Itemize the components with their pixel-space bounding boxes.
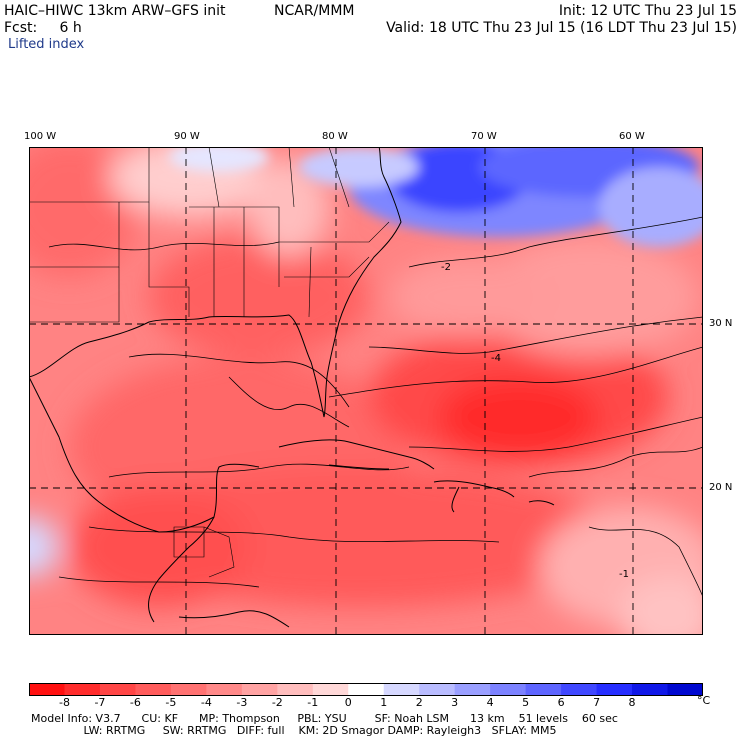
- colorbar-swatch: [454, 683, 491, 696]
- init-time: Init: 12 UTC Thu 23 Jul 15: [558, 3, 737, 19]
- state-borders: [29, 147, 390, 578]
- colorbar-swatch: [135, 683, 172, 696]
- colorbar-tick-label: 4: [486, 696, 494, 709]
- colorbar-unit: °C: [697, 694, 711, 707]
- model-title: HAIC–HIWC 13km ARW–GFS init: [4, 3, 226, 19]
- colorbar-swatch: [64, 683, 101, 696]
- colorbar-swatch: [29, 683, 65, 696]
- colorbar-swatch: [241, 683, 278, 696]
- lat-label-30n: 30 N: [709, 318, 733, 329]
- lat-label-20n: 20 N: [709, 482, 733, 493]
- colorbar-swatch: [312, 683, 349, 696]
- colorbar-swatch: [596, 683, 633, 696]
- colorbar-swatch: [632, 683, 669, 696]
- lifted-index-map: -2 -4 -1: [29, 147, 703, 635]
- colorbar-swatch: [170, 683, 207, 696]
- colorbar-swatch: [99, 683, 136, 696]
- colorbar-tick-label: -3: [236, 696, 248, 709]
- colorbar-tick-label: -1: [307, 696, 319, 709]
- colorbar-tick-label: 1: [380, 696, 388, 709]
- colorbar-tick-label: 8: [628, 696, 636, 709]
- colorbar-swatch: [348, 683, 385, 696]
- field-shading: [29, 147, 703, 635]
- contour-label-minus1: -1: [619, 569, 629, 580]
- colorbar-tick-label: 7: [593, 696, 601, 709]
- lon-label-70w: 70 W: [471, 131, 497, 142]
- map-canvas: -2 -4 -1: [29, 147, 703, 635]
- lon-label-100w: 100 W: [24, 131, 57, 142]
- contour-label-minus2: -2: [441, 262, 451, 273]
- colorbar-swatch: [490, 683, 527, 696]
- colorbar-tick-label: 0: [344, 696, 352, 709]
- contour-value-labels: -2 -4 -1: [441, 262, 629, 580]
- lat-lon-grid: [29, 147, 703, 635]
- colorbar-tick-label: -5: [165, 696, 177, 709]
- colorbar: [29, 681, 704, 696]
- contour-label-minus4: -4: [491, 353, 501, 364]
- colorbar-tick-label: -2: [271, 696, 283, 709]
- colorbar-tick-label: 5: [522, 696, 530, 709]
- field-name: Lifted index: [8, 37, 85, 52]
- colorbar-swatches: [29, 683, 704, 696]
- valid-time: Valid: 18 UTC Thu 23 Jul 15 (16 LDT Thu …: [386, 20, 737, 36]
- lon-label-80w: 80 W: [322, 131, 348, 142]
- colorbar-swatch: [667, 683, 704, 696]
- lon-label-60w: 60 W: [619, 131, 645, 142]
- model-info-line1: Model Info: V3.7 CU: KF MP: Thompson PBL…: [31, 712, 618, 725]
- map-frame: [29, 147, 703, 635]
- colorbar-tick-label: -7: [94, 696, 106, 709]
- lon-label-90w: 90 W: [174, 131, 200, 142]
- colorbar-tick-label: 2: [415, 696, 423, 709]
- colorbar-tick-label: -4: [200, 696, 212, 709]
- contour-lines: [48, 216, 703, 598]
- forecast-hour: Fcst: 6 h: [4, 20, 82, 36]
- model-info-line2: LW: RRTMG SW: RRTMG DIFF: full KM: 2D Sm…: [31, 724, 557, 737]
- colorbar-swatch: [277, 683, 314, 696]
- colorbar-swatch: [383, 683, 420, 696]
- field-blue-region: [169, 147, 703, 247]
- colorbar-swatch: [561, 683, 598, 696]
- colorbar-swatch: [419, 683, 456, 696]
- colorbar-tick-label: 3: [451, 696, 459, 709]
- colorbar-swatch: [206, 683, 243, 696]
- colorbar-tick-label: -8: [58, 696, 70, 709]
- colorbar-tick-label: -6: [129, 696, 141, 709]
- colorbar-tick-label: 6: [557, 696, 565, 709]
- colorbar-swatch: [525, 683, 562, 696]
- colorbar-frame: [29, 683, 703, 696]
- org-label: NCAR/MMM: [274, 3, 355, 19]
